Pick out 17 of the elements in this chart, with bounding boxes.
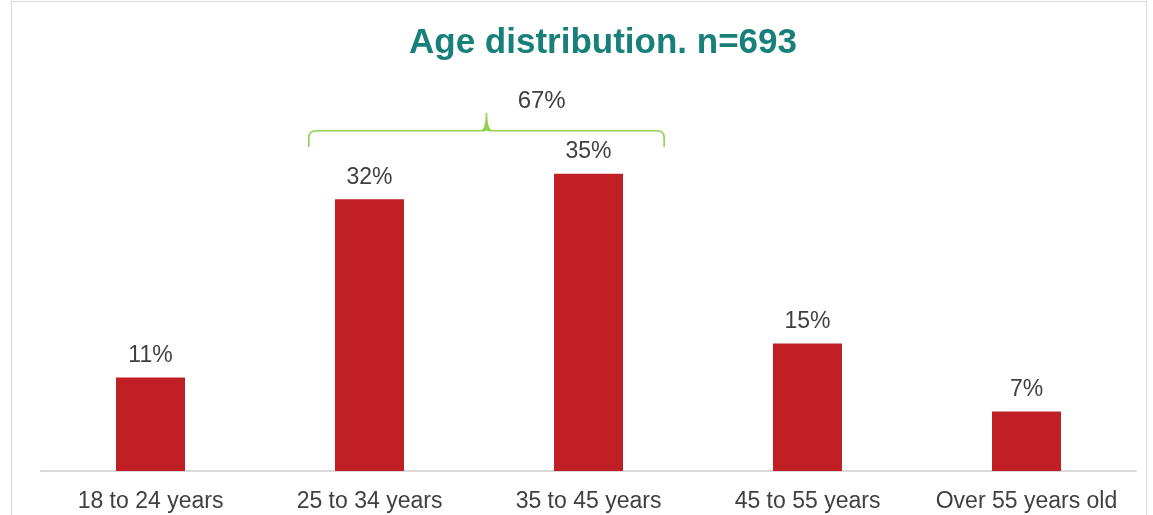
x-tick-label: 25 to 34 years xyxy=(296,486,443,513)
bar xyxy=(554,173,623,471)
chart-title: Age distribution. n=693 xyxy=(409,21,797,60)
x-tick-label: 18 to 24 years xyxy=(77,486,224,513)
data-label: 15% xyxy=(784,307,831,334)
bar xyxy=(116,377,185,471)
data-label: 32% xyxy=(346,162,393,189)
text: 67% xyxy=(517,85,566,113)
x-tick-label: Over 55 years old xyxy=(935,486,1118,513)
data-label: 35% xyxy=(565,137,612,164)
x-tick-label: 35 to 45 years xyxy=(515,486,662,513)
data-label: 7% xyxy=(1009,375,1044,402)
data-label: 11% xyxy=(128,341,173,368)
x-tick-label: 45 to 55 years xyxy=(734,486,881,513)
bar xyxy=(992,411,1061,471)
bar xyxy=(335,199,404,471)
bar xyxy=(773,343,842,471)
